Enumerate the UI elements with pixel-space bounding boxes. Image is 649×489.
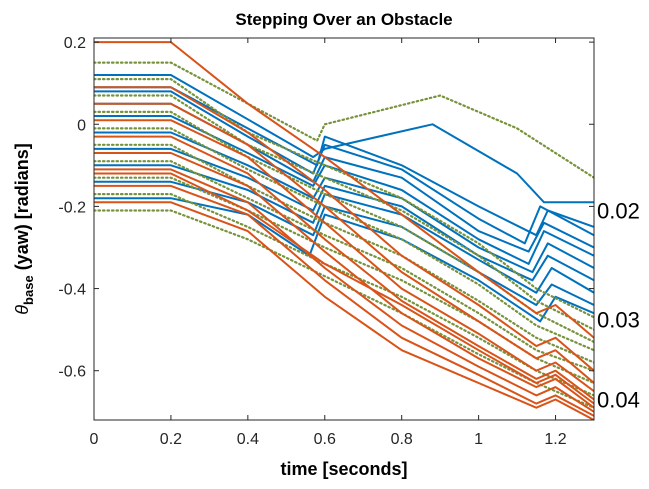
x-tick-label: 1: [474, 431, 483, 448]
series-line: [94, 74, 594, 204]
series-line: [94, 184, 594, 417]
series-group-0-04: [94, 41, 594, 420]
x-tick-label: 1.2: [544, 431, 566, 448]
y-tick-label: -0.6: [58, 364, 86, 381]
series-line: [94, 41, 594, 339]
series-line: [94, 102, 594, 384]
x-tick-label: 0.4: [237, 431, 259, 448]
series-line: [94, 119, 594, 393]
series-line: [94, 86, 594, 372]
series-line: [94, 61, 594, 179]
plot-frame: [93, 37, 595, 421]
series-line: [94, 152, 594, 409]
series-line: [94, 164, 594, 294]
y-tick-label: -0.2: [58, 199, 86, 216]
series-line: [94, 201, 594, 420]
x-tick-label: 0: [90, 431, 99, 448]
annotation-label: 0.03: [597, 307, 640, 332]
annotation-label: 0.02: [597, 199, 640, 224]
y-axis-label-subscript: base: [21, 275, 36, 305]
series-line: [94, 160, 594, 372]
series-line: [94, 147, 594, 282]
ticks-layer: 0 0.2 0.4 0.6 0.8 1 1.2 0.2 0 -0.2 -0.4 -0.6: [58, 35, 594, 448]
y-axis-label-rest: (yaw) [radians]: [12, 143, 32, 275]
series-layer: [94, 41, 594, 420]
y-tick-label: 0: [77, 117, 86, 134]
x-axis-label: time [seconds]: [280, 459, 407, 479]
series-line: [94, 90, 594, 245]
y-axis-label: θbase (yaw) [radians]: [12, 143, 36, 314]
series-line: [94, 127, 594, 352]
annotations-layer: 0.02 0.03 0.04: [597, 199, 640, 413]
x-tick-label: 0.8: [391, 431, 413, 448]
series-line: [94, 94, 594, 331]
series-line: [94, 209, 594, 409]
chart-title: Stepping Over an Obstacle: [235, 10, 452, 29]
y-tick-label: -0.4: [58, 282, 86, 299]
series-line: [94, 77, 594, 319]
series-line: [94, 143, 594, 364]
plot-area: [94, 38, 594, 420]
series-line: [94, 86, 594, 237]
y-tick-label: 0.2: [64, 35, 86, 52]
annotation-label: 0.04: [597, 387, 640, 412]
x-tick-label: 0.2: [160, 431, 182, 448]
series-line: [94, 172, 594, 405]
y-axis-label-symbol: θ: [12, 305, 32, 315]
series-line: [94, 168, 594, 413]
series-line: [94, 135, 594, 401]
x-tick-label: 0.6: [314, 431, 336, 448]
